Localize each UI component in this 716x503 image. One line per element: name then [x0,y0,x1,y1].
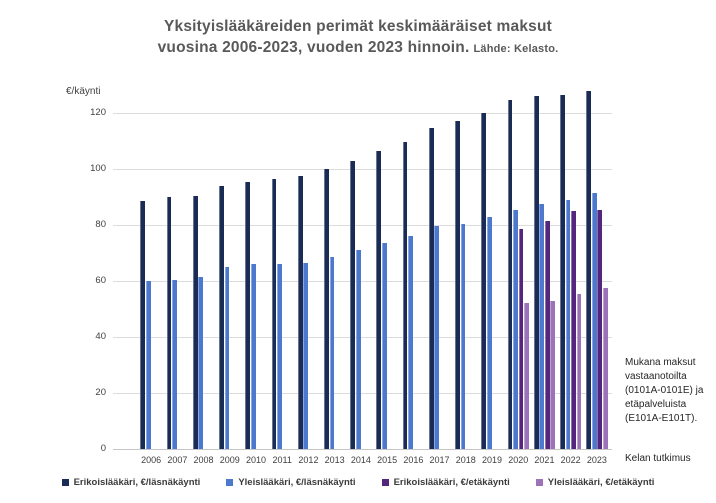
x-tick-label-2012: 2012 [298,455,319,465]
x-tick-label-2015: 2015 [377,455,398,465]
y-tick-label-100: 100 [90,163,106,174]
bar-2012-series-1 [303,262,309,449]
bar-2009-series-1 [224,267,230,449]
y-tick-label-0: 0 [100,443,106,454]
x-tick-label-2022: 2022 [560,455,581,465]
bar-2016-series-1 [408,236,413,449]
chart-title-line1: Yksityislääkäreiden perimät keskimääräis… [163,18,553,35]
legend-item-1: Yleislääkäri, €/läsnäkäynti [226,477,356,488]
bar-2019-series-1 [486,216,492,449]
bar-2015-series-1 [381,243,387,449]
bar-2020-series-0 [507,100,513,449]
legend-swatch-icon [381,479,389,486]
x-tick-label-2019: 2019 [481,455,503,465]
legend-swatch-icon [61,479,69,486]
bar-2022-series-2 [571,211,576,449]
bar-2021-series-0 [533,96,539,449]
x-tick-label-2013: 2013 [324,455,345,465]
bar-2020-series-1 [513,209,518,449]
plot-area: 0 20 40 60 80 100 120 2006 2007 2008 2009 2010 2011 2… [90,85,612,465]
bar-2012-series-0 [297,176,303,449]
gridline-100 [113,168,612,170]
y-tick-label-40: 40 [95,331,106,342]
bar-2017-series-0 [428,128,434,449]
bar-2021-series-2 [544,220,550,449]
x-tick-label-2008: 2008 [193,455,214,465]
y-tick-label-60: 60 [95,275,106,286]
bar-2022-series-0 [560,94,565,449]
y-tick-label-20: 20 [95,387,106,398]
bar-2022-series-1 [565,199,571,449]
x-tick-label-2021: 2021 [534,455,555,465]
x-tick-label-2023: 2023 [586,455,607,465]
x-tick-label-2016: 2016 [403,455,424,465]
bar-2021-series-1 [539,204,545,449]
x-tick-label-2009: 2009 [219,455,240,465]
chart-title-line2-text: vuosina 2006-2023, vuoden 2023 hinnoin. [157,38,470,56]
gridline-40 [113,336,612,338]
x-tick-label-2014: 2014 [350,455,371,465]
bar-2006-series-0 [140,201,146,449]
bar-2016-series-0 [402,142,408,449]
bar-2011-series-0 [271,178,277,449]
bar-2023-series-1 [591,192,597,449]
bar-2021-series-3 [550,300,556,449]
legend-label-3: Yleislääkäri, €/etäkäynti [547,477,655,488]
x-tick-label-2018: 2018 [455,455,476,465]
bar-2008-series-1 [198,276,204,449]
bar-2007-series-1 [172,279,177,449]
bar-2006-series-1 [145,281,151,449]
bar-2010-series-0 [245,181,251,449]
gridline-60 [113,280,612,282]
bar-2014-series-1 [355,250,361,449]
x-tick-label-2011: 2011 [272,455,292,465]
bar-2007-series-0 [166,197,172,449]
y-axis-unit-label: €/käynti [66,86,101,97]
bar-2009-series-0 [219,185,224,449]
legend-item-3: Yleislääkäri, €/etäkäynti [535,477,655,488]
bar-2017-series-1 [434,226,440,449]
bar-2010-series-1 [250,264,256,449]
bar-2022-series-3 [576,293,582,449]
bar-2013-series-0 [324,169,329,449]
bar-2011-series-1 [277,264,282,449]
chart-title: Yksityislääkäreiden perimät keskimääräis… [0,17,716,59]
legend-label-2: Erikoislääkäri, €/etäkäynti [393,477,510,488]
gridline-0 [113,448,612,450]
y-tick-label-80: 80 [95,219,106,230]
legend-label-0: Erikoislääkäri, €/läsnäkäynti [73,477,201,488]
bar-2018-series-1 [460,223,466,449]
x-tick-label-2010: 2010 [245,455,267,465]
bar-2014-series-0 [350,160,356,449]
chart-source: Lähde: Kelasto. [473,42,559,55]
bar-2023-series-2 [597,209,603,449]
footnote-text: Kelan tutkimus [625,453,691,464]
x-tick-label-2006: 2006 [141,455,162,465]
bar-2008-series-0 [192,195,198,449]
x-tick-label-2007: 2007 [167,455,188,465]
x-tick-label-2020: 2020 [508,455,529,465]
bar-2023-series-0 [586,90,592,449]
bar-2018-series-0 [455,121,460,449]
bar-2023-series-3 [602,288,608,449]
chart-title-line2: vuosina 2006-2023, vuoden 2023 hinnoin. L… [0,38,716,59]
legend-label-1: Yleislääkäri, €/läsnäkäynti [238,477,356,488]
gridline-80 [113,224,612,226]
bar-2013-series-1 [329,257,335,449]
bar-2020-series-2 [518,229,524,449]
legend-item-2: Erikoislääkäri, €/etäkäynti [381,477,510,488]
bar-2015-series-0 [376,150,382,449]
legend: Erikoislääkäri, €/läsnäkäynti Yleislääkär… [0,477,716,488]
bar-2019-series-0 [481,113,487,449]
x-tick-label-2017: 2017 [429,455,450,465]
bar-2020-series-3 [524,303,529,449]
gridline-120 [113,112,612,114]
annotation-text: Mukana maksut vastaanotoilta (0101A-0101… [625,357,704,424]
legend-swatch-icon [535,479,543,486]
y-tick-label-120: 120 [90,107,106,118]
legend-item-0: Erikoislääkäri, €/läsnäkäynti [61,477,201,488]
gridline-20 [113,392,612,394]
legend-swatch-icon [226,479,234,486]
